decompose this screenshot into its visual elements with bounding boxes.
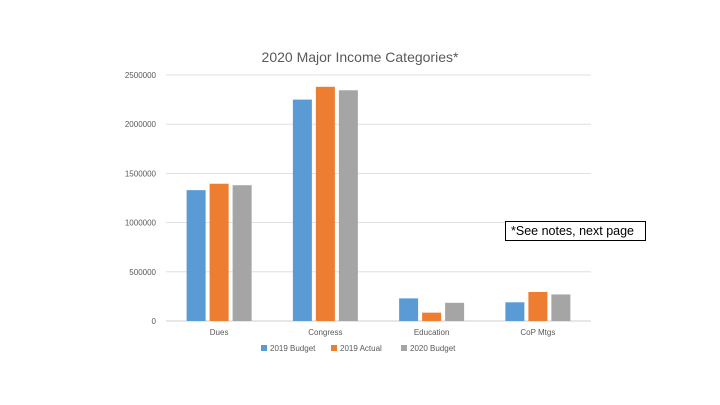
y-tick-label: 1500000 xyxy=(125,169,157,178)
y-tick-label: 1000000 xyxy=(125,219,157,228)
bar-cop-mtgs-2019-budget xyxy=(505,302,525,321)
bar-congress-2020-budget xyxy=(338,90,358,321)
bar-cop-mtgs-2019-actual xyxy=(528,291,548,321)
y-tick-label: 500000 xyxy=(129,268,156,277)
y-tick-label: 2500000 xyxy=(125,71,157,80)
x-tick-label: Education xyxy=(414,328,450,337)
x-tick-label: Congress xyxy=(308,328,342,337)
bar-congress-2019-budget xyxy=(292,99,312,321)
bar-education-2020-budget xyxy=(445,302,465,321)
legend-label: 2019 Actual xyxy=(340,344,382,353)
notes-callout: *See notes, next page xyxy=(505,221,646,241)
legend-swatch xyxy=(261,345,267,351)
bar-dues-2019-actual xyxy=(209,183,229,321)
x-tick-label: CoP Mtgs xyxy=(520,328,555,337)
legend-label: 2019 Budget xyxy=(270,344,316,353)
legend-swatch xyxy=(401,345,407,351)
bar-dues-2019-budget xyxy=(186,190,206,321)
x-tick-label: Dues xyxy=(210,328,229,337)
y-tick-label: 0 xyxy=(152,317,157,326)
bars xyxy=(186,86,571,321)
y-tick-label: 2000000 xyxy=(125,120,157,129)
x-axis-ticks: Dues Congress Education CoP Mtgs xyxy=(210,328,556,337)
legend-swatch xyxy=(331,345,337,351)
gridlines xyxy=(166,74,591,322)
y-axis-ticks: 0 500000 1000000 1500000 2000000 2500000 xyxy=(125,71,157,326)
chart-title: 2020 Major Income Categories* xyxy=(262,49,459,65)
legend-label: 2020 Budget xyxy=(410,344,456,353)
bar-cop-mtgs-2020-budget xyxy=(551,294,571,321)
bar-education-2019-budget xyxy=(399,298,419,321)
bar-dues-2020-budget xyxy=(232,185,252,321)
bar-congress-2019-actual xyxy=(315,86,335,321)
bar-education-2019-actual xyxy=(422,312,442,321)
legend: 2019 Budget 2019 Actual 2020 Budget xyxy=(261,344,456,353)
